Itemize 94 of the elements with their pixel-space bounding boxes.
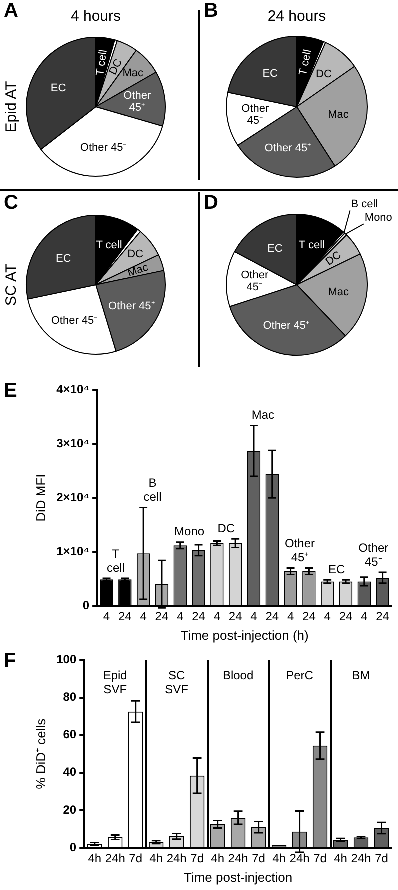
annotation: B cell: [144, 476, 162, 504]
x-tick-label: 24: [376, 610, 390, 624]
y-tick-label: 60: [63, 728, 77, 742]
x-tick-label: 24h: [351, 852, 372, 866]
annotation: BM: [352, 668, 370, 683]
x-tick-label: 4h: [150, 852, 164, 866]
x-tick-label: 4: [177, 610, 184, 624]
y-tick-label: 40: [63, 765, 77, 780]
x-tick-label: 4h: [334, 852, 348, 866]
chart-title: 4 hours: [70, 8, 122, 26]
slice-label: B cell: [351, 198, 378, 211]
slice-label: Mac: [328, 109, 350, 122]
slice-label: EC: [262, 68, 278, 80]
slice-label: T cell: [298, 239, 325, 252]
slice-label: Mac: [122, 67, 144, 80]
x-tick-label: 4: [103, 610, 110, 624]
x-tick-label: 24h: [290, 852, 310, 866]
x-tick-label: 4: [140, 610, 148, 624]
annotation: EC: [328, 562, 346, 576]
slice-label: T cell: [297, 48, 314, 77]
slice-label: T cell: [94, 49, 110, 77]
x-tick-label: 24h: [228, 852, 248, 866]
y-tick-label: 2×10⁴: [56, 490, 90, 504]
x-tick-label: 4: [287, 610, 294, 624]
y-tick-label: 0: [70, 840, 77, 854]
y-tick-label: 4×10⁴: [56, 382, 90, 397]
y-tick-label: 1×10⁴: [56, 544, 90, 558]
x-tick-label: 24: [118, 610, 132, 624]
x-tick-label: 4h: [211, 852, 224, 866]
x-tick-label: 4h: [272, 852, 286, 866]
slice-label: Mac: [126, 262, 150, 280]
annotation: Epid SVF: [103, 668, 128, 697]
slice-label: T cell: [96, 239, 122, 252]
slice-label: EC: [268, 242, 283, 255]
chart-title: 24 hours: [268, 8, 326, 26]
x-tick-label: 24: [339, 610, 353, 624]
y-tick-label: 3×10⁴: [56, 436, 90, 450]
x-tick-label: 7d: [190, 852, 204, 866]
text: F: [4, 650, 16, 673]
x-tick-label: 7d: [375, 852, 388, 866]
text: D: [204, 192, 218, 215]
annotation: Blood: [222, 668, 254, 683]
y-axis-title: DiD MFI: [33, 474, 48, 522]
slice-label: DC: [316, 68, 332, 80]
x-tick-label: 4: [324, 610, 332, 624]
x-tick-label: 7d: [129, 852, 143, 866]
x-tick-label: 4: [361, 610, 368, 624]
y-tick-label: 20: [63, 802, 77, 817]
slice-label: Mac: [328, 286, 350, 299]
annotation: SC SVF: [165, 668, 189, 697]
text: A: [4, 0, 18, 23]
x-tick-label: 7d: [314, 852, 327, 866]
slice-label: Other 45⁻: [241, 269, 269, 294]
y-tick-label: 100: [56, 652, 77, 667]
annotation: PerC: [286, 668, 314, 683]
annotation: Mac: [252, 408, 275, 422]
text: B: [204, 0, 218, 23]
annotation: Other 45⁺: [284, 536, 315, 565]
slice-label: Other 45⁻: [51, 314, 98, 327]
y-axis-title: % DiD⁺ cells: [33, 718, 48, 790]
slice-label: Other 45⁺: [108, 300, 156, 312]
x-tick-label: 4: [250, 610, 258, 624]
text: C: [4, 192, 18, 215]
text: SC AT: [3, 264, 20, 306]
text: E: [4, 380, 18, 403]
slice-label: DC: [324, 249, 344, 268]
x-tick-label: 24: [266, 610, 280, 624]
y-tick-label: 0: [82, 598, 90, 612]
x-tick-label: 24h: [105, 852, 126, 866]
slice-label: Other 45⁺: [264, 142, 312, 154]
slice-label: Other 45⁻: [242, 102, 270, 127]
x-tick-label: 7d: [252, 852, 266, 866]
slice-label: Other 45⁺: [124, 90, 152, 114]
x-tick-label: 24h: [166, 852, 187, 866]
annotation: DC: [218, 521, 236, 536]
annotation: T cell: [106, 546, 125, 575]
x-tick-label: 24: [155, 610, 169, 624]
x-tick-label: 24: [192, 610, 206, 624]
slice-label: Mono: [364, 212, 392, 224]
slice-label: Other 45⁻: [80, 142, 128, 154]
x-tick-label: 24: [302, 610, 316, 624]
annotation: Other 45⁻: [358, 540, 389, 569]
x-tick-label: 24: [228, 610, 243, 624]
x-axis-title: Time post-injection (h): [180, 628, 309, 643]
slice-label: EC: [50, 82, 66, 95]
annotation: Mono: [174, 524, 205, 539]
x-axis-title: Time post-injection: [184, 870, 293, 885]
x-tick-label: 4: [214, 610, 221, 624]
x-tick-label: 4h: [88, 852, 102, 866]
text: Epid AT: [3, 81, 20, 133]
slice-label: EC: [56, 252, 72, 265]
slice-label: Other 45⁺: [263, 320, 310, 332]
y-tick-label: 80: [63, 690, 77, 704]
slice-label: DC: [128, 248, 144, 260]
